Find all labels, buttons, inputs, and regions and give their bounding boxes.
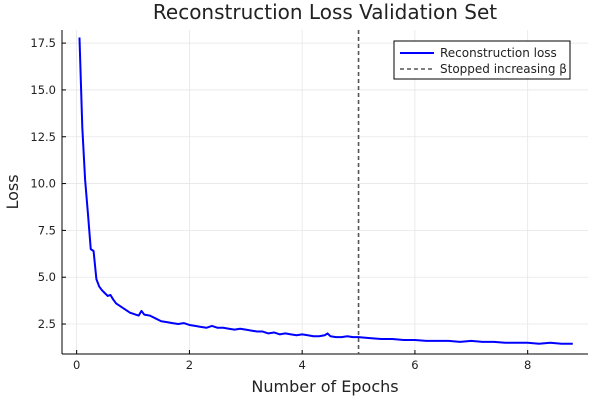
grid: [62, 30, 588, 354]
y-tick-label: 10.0: [30, 177, 56, 191]
y-tick-label: 5.0: [38, 270, 56, 284]
x-tick-label: 0: [73, 358, 80, 372]
x-ticks: 0 2 4 6 8: [73, 350, 531, 372]
y-axis-label: Loss: [3, 174, 22, 209]
chart-title: Reconstruction Loss Validation Set: [153, 0, 497, 24]
x-tick-label: 8: [524, 358, 531, 372]
plot-area: [78, 30, 573, 354]
legend: Reconstruction loss Stopped increasing β: [393, 40, 571, 80]
y-tick-label: 15.0: [30, 83, 56, 97]
y-tick-label: 17.5: [30, 36, 56, 50]
y-tick-label: 7.5: [38, 223, 56, 237]
legend-label-stopped-increasing-beta: Stopped increasing β: [440, 62, 567, 76]
axes: [61, 30, 588, 355]
y-ticks: 2.5 5.0 7.5 10.0 12.5 15.0 17.5: [30, 36, 66, 331]
x-tick-label: 4: [299, 358, 306, 372]
x-tick-label: 6: [411, 358, 418, 372]
legend-box: [393, 40, 571, 80]
y-tick-label: 2.5: [38, 317, 56, 331]
series-line-reconstruction-loss: [78, 37, 573, 345]
x-tick-label: 2: [186, 358, 193, 372]
legend-label-reconstruction-loss: Reconstruction loss: [440, 46, 557, 60]
y-tick-label: 12.5: [30, 130, 56, 144]
x-axis-label: Number of Epochs: [251, 377, 398, 396]
